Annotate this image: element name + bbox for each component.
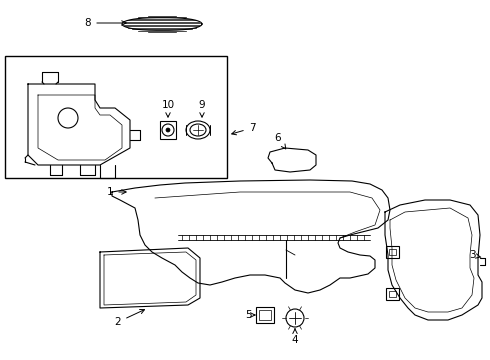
Bar — [5, 56, 227, 178]
Bar — [386, 288, 399, 300]
Text: 2: 2 — [115, 310, 145, 327]
Bar — [160, 121, 176, 139]
Text: 8: 8 — [85, 18, 126, 28]
Text: 1: 1 — [107, 187, 126, 197]
Text: 4: 4 — [292, 329, 298, 345]
Bar — [259, 310, 271, 320]
Text: 9: 9 — [198, 100, 205, 117]
Circle shape — [166, 128, 170, 132]
Bar — [256, 307, 274, 323]
Text: 5: 5 — [245, 310, 255, 320]
Text: 7: 7 — [232, 123, 255, 135]
Bar — [389, 249, 396, 255]
Text: 6: 6 — [275, 133, 286, 149]
Text: 10: 10 — [161, 100, 174, 117]
Bar — [386, 246, 399, 258]
Bar — [389, 291, 396, 297]
Text: 3: 3 — [469, 250, 481, 260]
